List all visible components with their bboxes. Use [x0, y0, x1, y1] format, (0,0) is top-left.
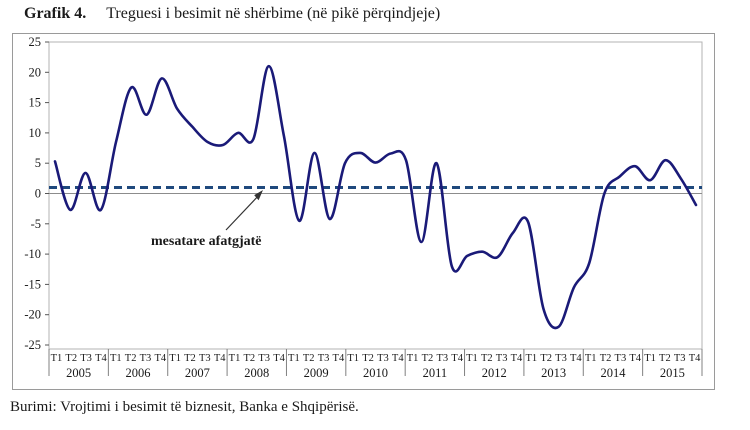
quarter-label: T2 [125, 353, 137, 364]
quarter-label: T1 [585, 353, 597, 364]
year-label: 2015 [660, 366, 685, 380]
y-axis-label: 20 [29, 65, 42, 79]
quarter-label: T3 [80, 353, 92, 364]
quarter-label: T1 [347, 353, 359, 364]
chart-title-text: Treguesi i besimit në shërbime (në pikë … [106, 5, 441, 22]
chart-title: Grafik 4. Treguesi i besimit në shërbime … [24, 5, 440, 23]
y-axis-label: -10 [24, 247, 41, 261]
quarter-label: T2 [303, 353, 315, 364]
y-axis-label: 0 [35, 187, 41, 201]
year-label: 2009 [304, 366, 329, 380]
year-label: 2010 [363, 366, 388, 380]
quarter-label: T4 [511, 353, 523, 364]
quarter-label: T1 [407, 353, 419, 364]
quarter-label: T1 [288, 353, 300, 364]
year-label: 2005 [66, 366, 91, 380]
quarter-label: T4 [154, 353, 166, 364]
quarter-label: T4 [689, 353, 701, 364]
quarter-label: T3 [318, 353, 330, 364]
year-label: 2006 [126, 366, 151, 380]
quarter-label: T2 [65, 353, 77, 364]
quarter-label: T4 [95, 353, 107, 364]
source-note: Burimi: Vrojtimi i besimit të biznesit, … [10, 399, 359, 415]
quarter-label: T1 [466, 353, 478, 364]
year-label: 2008 [244, 366, 269, 380]
quarter-label: T4 [214, 353, 226, 364]
quarter-label: T2 [362, 353, 374, 364]
quarter-label: T4 [333, 353, 345, 364]
quarter-label: T4 [451, 353, 463, 364]
quarter-label: T1 [110, 353, 122, 364]
quarter-label: T1 [229, 353, 241, 364]
quarter-label: T3 [140, 353, 152, 364]
annotation-arrow [225, 192, 262, 231]
quarter-label: T4 [570, 353, 582, 364]
annotation-arrowhead [254, 190, 263, 201]
quarter-label: T2 [659, 353, 671, 364]
quarter-label: T3 [436, 353, 448, 364]
year-label: 2011 [423, 366, 448, 380]
quarter-label: T1 [169, 353, 181, 364]
quarter-label: T4 [273, 353, 285, 364]
quarter-label: T3 [555, 353, 567, 364]
y-axis-label: 5 [35, 156, 41, 170]
quarter-label: T2 [184, 353, 196, 364]
quarter-label: T2 [244, 353, 256, 364]
quarter-label: T2 [540, 353, 552, 364]
year-label: 2014 [600, 366, 626, 380]
quarter-label: T4 [392, 353, 404, 364]
quarter-label: T2 [600, 353, 612, 364]
quarter-label: T3 [496, 353, 508, 364]
y-axis-label: -25 [24, 338, 41, 352]
quarter-label: T1 [525, 353, 537, 364]
chart-title-number: Grafik 4. [24, 5, 87, 22]
year-label: 2012 [482, 366, 507, 380]
average-line-annotation: mesatare afatgjatë [151, 234, 262, 249]
y-axis-label: 10 [29, 126, 42, 140]
plot-border [48, 41, 703, 350]
y-axis-label: -15 [24, 277, 41, 291]
quarter-label: T3 [199, 353, 211, 364]
year-label: 2013 [541, 366, 566, 380]
quarter-label: T1 [51, 353, 63, 364]
year-label: 2007 [185, 366, 210, 380]
quarter-label: T3 [377, 353, 389, 364]
quarter-label: T3 [615, 353, 627, 364]
quarter-label: T4 [629, 353, 641, 364]
y-axis-label: 15 [29, 96, 42, 110]
quarter-label: T1 [644, 353, 656, 364]
y-axis-label: -5 [31, 217, 41, 231]
quarter-label: T2 [422, 353, 434, 364]
quarter-label: T3 [674, 353, 686, 364]
quarter-label: T2 [481, 353, 493, 364]
y-axis-label: 25 [29, 35, 42, 49]
confidence-line [53, 64, 698, 330]
quarter-label: T3 [258, 353, 270, 364]
y-axis-label: -20 [24, 308, 41, 322]
chart-frame: 25 20 15 10 5 0 -5 -10 -15 -20 -25 T1 T2 T3 T4 2005 T1 T2… [12, 33, 715, 390]
